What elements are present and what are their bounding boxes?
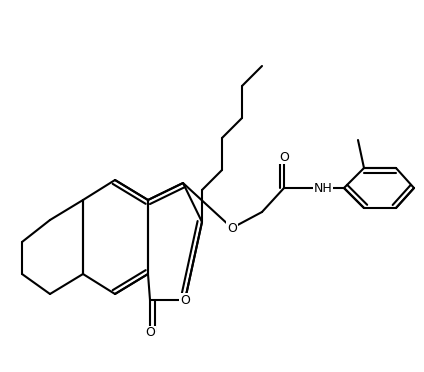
Text: O: O xyxy=(145,327,155,340)
Text: O: O xyxy=(180,294,190,307)
Text: O: O xyxy=(279,151,289,164)
Text: O: O xyxy=(227,221,237,234)
Text: NH: NH xyxy=(314,182,333,195)
